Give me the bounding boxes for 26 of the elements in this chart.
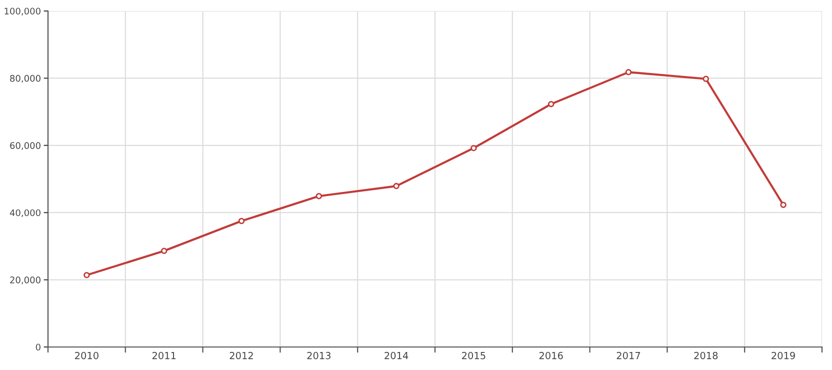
y-tick-label: 60,000 [10,142,40,150]
point [393,182,400,190]
point [160,248,168,254]
y-tick-label: 100,000 [4,8,40,16]
point [84,272,90,278]
point [780,202,786,208]
x-tick-label: 2018 [694,352,718,360]
x-tick-label: 2017 [616,352,640,360]
x-tick-label: 2010 [75,352,98,360]
x-tick-label: 2011 [152,352,176,360]
x-tick-label: 2016 [539,352,563,360]
x-tick-label: 2014 [384,352,408,360]
point [702,76,710,82]
y-tick-label: 20,000 [10,276,40,284]
x-tick-label: 2013 [307,352,330,360]
y-tick-label: 0 [36,344,40,351]
y-tick-label: 40,000 [10,209,40,218]
x-tick-label: 2012 [230,352,253,360]
point [316,193,322,200]
point [625,69,632,76]
point [548,100,554,108]
y-tick-label: 80,000 [10,74,40,83]
point [470,144,477,152]
point [238,218,245,224]
x-tick-label: 2015 [462,352,486,360]
x-tick-label: 2019 [772,352,795,360]
